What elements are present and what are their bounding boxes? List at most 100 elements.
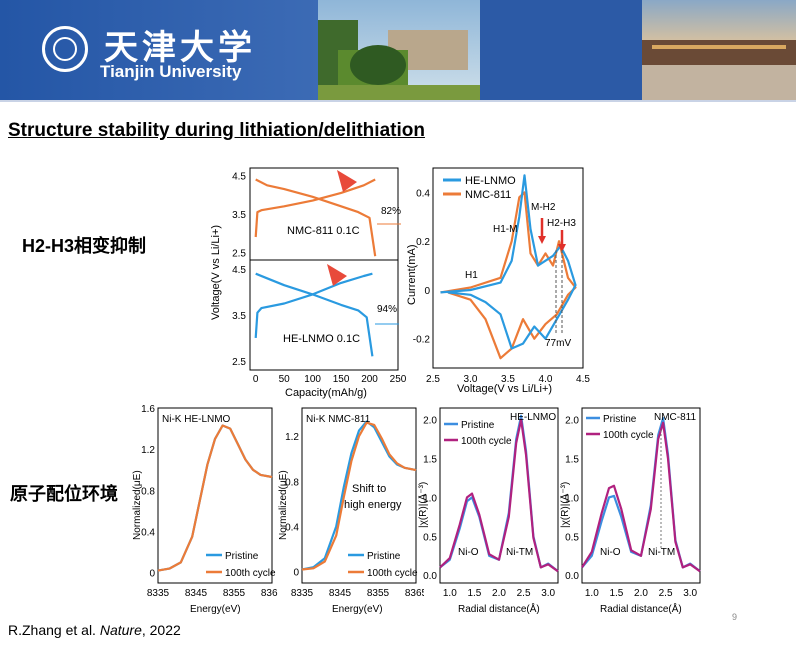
cd-bottom-annotation: HE-LNMO 0.1C xyxy=(283,333,360,345)
xanes-nmc-annot-line1: Shift to xyxy=(352,483,386,495)
cd-top-ytick: 2.5 xyxy=(232,248,246,259)
xanes-he-legend-pristine: Pristine xyxy=(225,551,259,562)
panel3-xtick: 8335 xyxy=(147,588,170,599)
exafs-nmc-annot-nio: Ni-O xyxy=(600,547,621,558)
reference-citation: R.Zhang et al. Nature, 2022 xyxy=(8,622,181,638)
cd-he-curve-0 xyxy=(255,272,374,357)
cv-legend-he: HE-LNMO xyxy=(465,175,516,187)
exafs-nmc-annot-nitm: Ni-TM xyxy=(648,547,675,558)
xanes-nmc-ylabel: Normalized(μE) xyxy=(278,470,289,540)
campus-photo-1 xyxy=(318,0,480,100)
panel6-ytick: 0.0 xyxy=(565,571,579,582)
cd-bottom-ytick: 2.5 xyxy=(232,357,246,368)
cv-annot-h1: H1 xyxy=(465,270,478,281)
xanes-he-title: Ni-K HE-LNMO xyxy=(162,414,231,425)
panel4-ytick: 0.8 xyxy=(285,477,299,488)
cd-xtick: 150 xyxy=(333,374,350,385)
cv-frame xyxy=(432,167,584,369)
panel6-xtick: 1.0 xyxy=(585,588,599,599)
panel4-curve-0 xyxy=(301,420,417,571)
cv-xtick: 3.0 xyxy=(464,374,478,385)
cd-nmc-curve-0 xyxy=(255,178,377,257)
xanes-he-chart: 8335 8345 8355 8365 1.6 1.2 0.8 0.4 0 Ni-K HE-LN… xyxy=(132,404,278,615)
panel4-xtick: 8345 xyxy=(329,588,352,599)
cd-bottom-ytick: 4.5 xyxy=(232,265,246,276)
panel3-ytick: 0.8 xyxy=(141,486,155,497)
panel5-xtick: 2.5 xyxy=(517,588,531,599)
cd-he-curve-1 xyxy=(254,272,373,338)
exafs-he-ylabel: |χ(R)|(Å⁻³) xyxy=(418,482,429,528)
xanes-nmc-xlabel: Energy(eV) xyxy=(332,604,383,615)
cv-xtick: 2.5 xyxy=(426,374,440,385)
exafs-nmc-legend-cycle: 100th cycle xyxy=(603,430,654,441)
panel6-xtick: 3.0 xyxy=(683,588,697,599)
cd-top-annotation: NMC-811 0.1C xyxy=(287,225,360,237)
panel4-ytick: 1.2 xyxy=(285,432,299,443)
campus-photo-2 xyxy=(480,0,642,100)
cv-annot-mh2: M-H2 xyxy=(531,202,556,213)
panel5-ytick: 2.0 xyxy=(423,416,437,427)
cv-ytick: 0.2 xyxy=(416,237,430,248)
panel5-ytick: 1.5 xyxy=(423,455,437,466)
panel5-ytick: 0.5 xyxy=(423,532,437,543)
panel4-xtick: 8355 xyxy=(367,588,390,599)
cv-ytick: 0 xyxy=(424,286,430,297)
exafs-nmc-legend-pristine: Pristine xyxy=(603,414,637,425)
panel4-xtick: 8335 xyxy=(291,588,314,599)
panel3-ytick: 1.6 xyxy=(141,404,155,415)
panel6-xtick: 2.5 xyxy=(659,588,673,599)
panel3-ytick: 1.2 xyxy=(141,445,155,456)
panel3-ytick: 0 xyxy=(149,569,155,580)
cv-ytick: -0.2 xyxy=(413,335,431,346)
xanes-he-xlabel: Energy(eV) xyxy=(190,604,241,615)
university-name-en: Tianjin University xyxy=(100,62,242,81)
xanes-nmc-chart: 83358345835583651.20.80.40 Ni-K NMC-811 … xyxy=(278,407,424,615)
panel5-curve-1 xyxy=(439,418,559,573)
cv-annot-77mv: 77mV xyxy=(545,338,571,349)
panel3-curve-0 xyxy=(157,424,273,572)
exafs-nmc-title: NMC-811 xyxy=(654,412,696,423)
cd-top-ytick: 4.5 xyxy=(232,172,246,183)
exafs-he-chart: 1.0 1.5 2.0 2.5 3.0 2.0 1.5 1.0 0.5 0.0 HE-LNMO P… xyxy=(418,407,559,615)
panel5-ytick: 1.0 xyxy=(423,493,437,504)
panel3-xtick: 8355 xyxy=(223,588,246,599)
cd-bottom-arrow-icon xyxy=(327,264,347,286)
cd-xtick: 100 xyxy=(304,374,321,385)
xanes-nmc-annot-line2: high energy xyxy=(344,499,402,511)
panel3-curve-1 xyxy=(157,424,273,572)
exafs-he-annot-nio: Ni-O xyxy=(458,547,479,558)
reference-journal: Nature xyxy=(99,622,142,638)
panel4-ytick: 0 xyxy=(293,568,299,579)
cv-legend-nmc: NMC-811 xyxy=(465,189,511,201)
cv-annot-h1m: H1-M xyxy=(493,224,517,235)
cv-nmc-curve xyxy=(440,191,577,360)
panel5-ytick: 0.0 xyxy=(423,571,437,582)
panel5-xtick: 1.5 xyxy=(467,588,481,599)
panel6-ytick: 2.0 xyxy=(565,416,579,427)
cd-xlabel: Capacity(mAh/g) xyxy=(285,387,367,399)
cv-xlabel: Voltage(V vs Li/Li+) xyxy=(457,383,552,395)
cv-xtick: 4.5 xyxy=(576,374,590,385)
cd-xtick: 200 xyxy=(361,374,378,385)
cv-ytick: 0.4 xyxy=(416,188,430,199)
cd-xtick: 50 xyxy=(279,374,291,385)
h2h3-label: H2-H3相变抑制 xyxy=(22,236,147,256)
coordination-label: 原子配位环境 xyxy=(10,484,118,504)
exafs-he-xlabel: Radial distance(Å) xyxy=(458,602,540,615)
xanes-he-ylabel: Normalized(μE) xyxy=(132,470,143,540)
exafs-he-title: HE-LNMO xyxy=(510,412,556,423)
cv-chart: 2.5 3.0 3.5 4.0 4.5 0.4 0.2 0 -0.2 HE-LNMO NMC-8… xyxy=(406,167,590,395)
panel3-xtick: 8345 xyxy=(185,588,208,599)
cd-top-retention: 82% xyxy=(381,206,401,217)
cv-annot-h2h3: H2-H3 xyxy=(547,218,576,229)
xanes-nmc-title: Ni-K NMC-811 xyxy=(306,414,371,425)
exafs-he-annot-nitm: Ni-TM xyxy=(506,547,533,558)
exafs-nmc-chart: 1.0 1.5 2.0 2.5 3.0 2.0 1.5 1.0 0.5 0.0 NMC-811 P… xyxy=(560,407,701,615)
university-seal-icon xyxy=(42,26,88,72)
panel6-curve-1 xyxy=(581,421,701,573)
cd-top-ytick: 3.5 xyxy=(232,210,246,221)
cd-bottom-retention: 94% xyxy=(377,304,397,315)
panel6-ytick: 1.0 xyxy=(565,493,579,504)
panel6-xtick: 1.5 xyxy=(609,588,623,599)
panel3-ytick: 0.4 xyxy=(141,528,155,539)
